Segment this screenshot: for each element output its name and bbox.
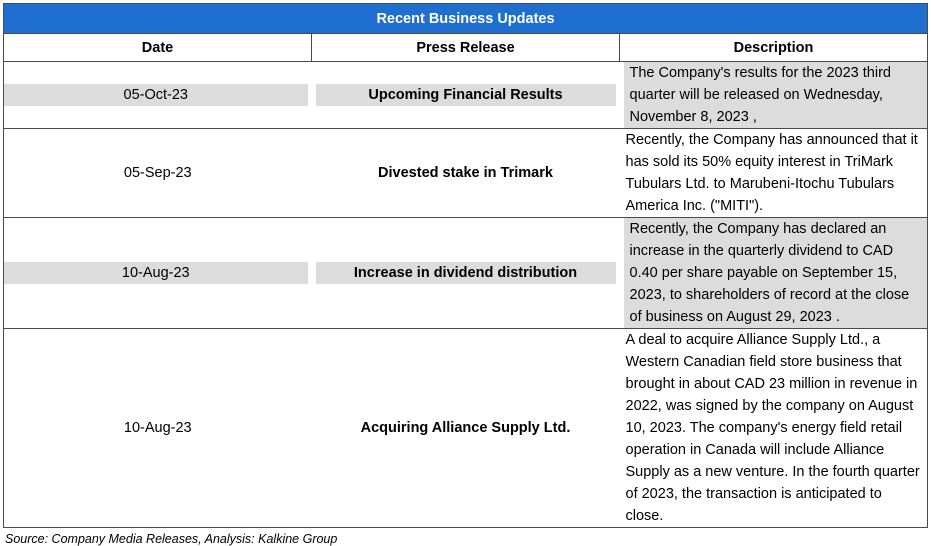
table-row: 05-Oct-23 Upcoming Financial Results The… (3, 61, 928, 129)
press-text: Acquiring Alliance Supply Ltd. (360, 420, 571, 436)
desc-cell: Recently, the Company has declared an in… (619, 217, 928, 329)
business-updates-table-wrapper: Recent Business Updates Date Press Relea… (3, 3, 928, 546)
header-date: Date (3, 33, 312, 62)
desc-cell: A deal to acquire Alliance Supply Ltd., … (619, 328, 928, 528)
table-row: 10-Aug-23 Increase in dividend distribut… (3, 217, 928, 329)
table-title-row: Recent Business Updates (3, 3, 928, 34)
header-description: Description (619, 33, 928, 62)
column-header-row: Date Press Release Description (3, 33, 928, 62)
date-text: 10-Aug-23 (123, 420, 192, 436)
desc-cell: The Company's results for the 2023 third… (619, 61, 928, 129)
date-cell: 05-Oct-23 (3, 61, 312, 129)
date-text: 05-Oct-23 (123, 87, 188, 103)
desc-text: Recently, the Company has declared an in… (629, 221, 910, 325)
source-note: Source: Company Media Releases, Analysis… (5, 532, 338, 546)
desc-text: Recently, the Company has announced that… (625, 132, 918, 214)
date-text: 05-Sep-23 (123, 165, 192, 181)
header-press-release: Press Release (311, 33, 620, 62)
desc-text: The Company's results for the 2023 third… (629, 65, 891, 125)
press-cell: Upcoming Financial Results (311, 61, 620, 129)
table-row: 05-Sep-23 Divested stake in Trimark Rece… (3, 128, 928, 218)
desc-text: A deal to acquire Alliance Supply Ltd., … (625, 332, 920, 524)
table-title: Recent Business Updates (3, 3, 928, 34)
press-cell: Divested stake in Trimark (312, 129, 620, 218)
date-cell: 10-Aug-23 (3, 217, 312, 329)
date-cell: 05-Sep-23 (3, 128, 312, 218)
press-text: Upcoming Financial Results (368, 87, 563, 103)
table-row: 10-Aug-23 Acquiring Alliance Supply Ltd.… (3, 328, 928, 528)
date-cell: 10-Aug-23 (3, 328, 312, 528)
press-text: Increase in dividend distribution (353, 265, 578, 281)
press-text: Divested stake in Trimark (378, 165, 553, 181)
business-updates-table: Recent Business Updates Date Press Relea… (3, 3, 928, 528)
desc-cell: Recently, the Company has announced that… (619, 128, 928, 218)
press-cell: Acquiring Alliance Supply Ltd. (312, 329, 620, 528)
press-cell: Increase in dividend distribution (311, 217, 620, 329)
date-text: 10-Aug-23 (121, 265, 190, 281)
